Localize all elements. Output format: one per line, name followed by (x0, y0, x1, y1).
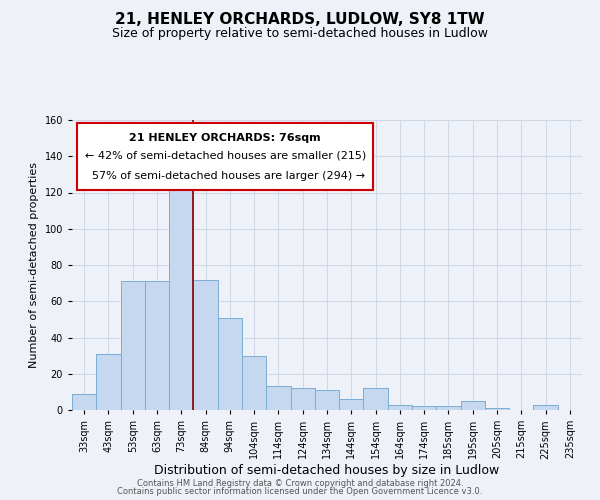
Bar (266, 386, 290, 410)
Text: Size of property relative to semi-detached houses in Ludlow: Size of property relative to semi-detach… (112, 28, 488, 40)
Bar (412, 406, 436, 410)
Bar (388, 404, 412, 410)
Bar (485, 408, 509, 410)
Bar (121, 282, 145, 410)
Bar (436, 406, 461, 410)
Bar (72, 394, 96, 410)
Bar (242, 356, 266, 410)
Bar (315, 390, 339, 410)
Bar (145, 282, 169, 410)
Bar (218, 318, 242, 410)
Text: Contains public sector information licensed under the Open Government Licence v3: Contains public sector information licen… (118, 487, 482, 496)
FancyBboxPatch shape (77, 123, 373, 190)
Bar (169, 185, 193, 410)
Bar (290, 388, 315, 410)
Bar (96, 354, 121, 410)
Bar (533, 404, 558, 410)
Bar (193, 280, 218, 410)
Text: 21 HENLEY ORCHARDS: 76sqm: 21 HENLEY ORCHARDS: 76sqm (129, 133, 321, 143)
Text: Contains HM Land Registry data © Crown copyright and database right 2024.: Contains HM Land Registry data © Crown c… (137, 478, 463, 488)
Text: ← 42% of semi-detached houses are smaller (215): ← 42% of semi-detached houses are smalle… (85, 150, 366, 160)
Bar (364, 388, 388, 410)
Bar (339, 399, 364, 410)
Y-axis label: Number of semi-detached properties: Number of semi-detached properties (29, 162, 39, 368)
Text: 57% of semi-detached houses are larger (294) →: 57% of semi-detached houses are larger (… (85, 171, 365, 180)
Bar (461, 401, 485, 410)
X-axis label: Distribution of semi-detached houses by size in Ludlow: Distribution of semi-detached houses by … (154, 464, 500, 477)
Text: 21, HENLEY ORCHARDS, LUDLOW, SY8 1TW: 21, HENLEY ORCHARDS, LUDLOW, SY8 1TW (115, 12, 485, 28)
